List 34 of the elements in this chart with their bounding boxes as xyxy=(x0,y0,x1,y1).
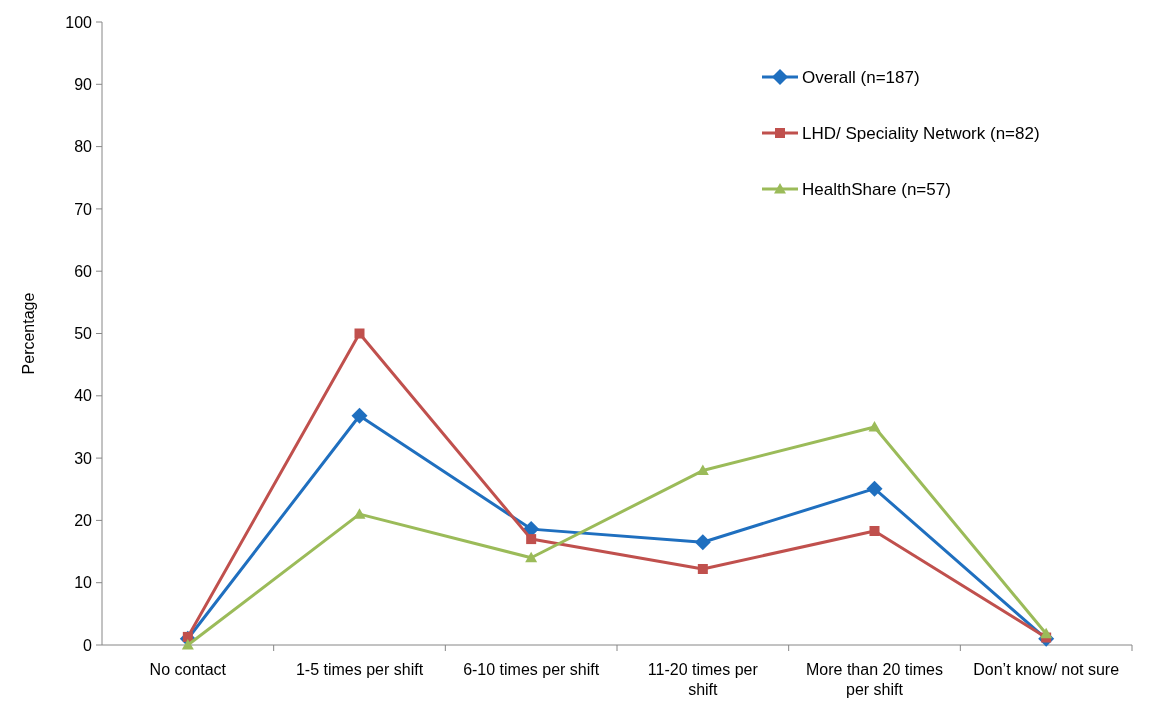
y-tick-label: 90 xyxy=(74,75,93,93)
y-tick-label: 0 xyxy=(83,636,93,654)
x-tick-label: 11-20 times per shift xyxy=(647,661,759,698)
y-tick-label: 60 xyxy=(74,262,93,280)
point xyxy=(696,464,709,476)
legend-label: Overall (n=187) xyxy=(802,67,920,87)
point xyxy=(525,551,538,563)
x-tick-label: 1-5 times per shift xyxy=(295,661,424,678)
x-tick-label: No contact xyxy=(149,661,227,678)
y-tick-label: 10 xyxy=(74,574,93,592)
y-axis-title: Percentage xyxy=(20,292,37,375)
point xyxy=(181,639,194,650)
point xyxy=(866,480,883,497)
y-tick-label: 70 xyxy=(74,200,93,218)
point xyxy=(697,563,708,574)
point xyxy=(353,508,366,519)
legend-label: LHD/ Speciality Network (n=82) xyxy=(802,123,1040,143)
y-tick-label: 100 xyxy=(65,13,93,31)
point xyxy=(526,534,537,545)
point xyxy=(351,407,368,424)
x-tick-label: Don’t know/ not sure xyxy=(973,661,1120,678)
y-tick-label: 80 xyxy=(74,138,93,156)
point xyxy=(354,328,365,339)
point xyxy=(868,420,881,432)
x-tick-label: 6-10 times per shift xyxy=(463,661,600,678)
point xyxy=(869,525,880,536)
legend-label: HealthShare (n=57) xyxy=(802,179,951,199)
x-tick-label: More than 20 times per shift xyxy=(806,661,943,698)
point xyxy=(1040,627,1053,639)
point xyxy=(694,534,711,551)
y-tick-label: 30 xyxy=(74,449,93,467)
y-tick-label: 50 xyxy=(74,325,93,343)
y-tick-label: 40 xyxy=(74,387,93,405)
y-tick-label: 20 xyxy=(74,512,93,529)
